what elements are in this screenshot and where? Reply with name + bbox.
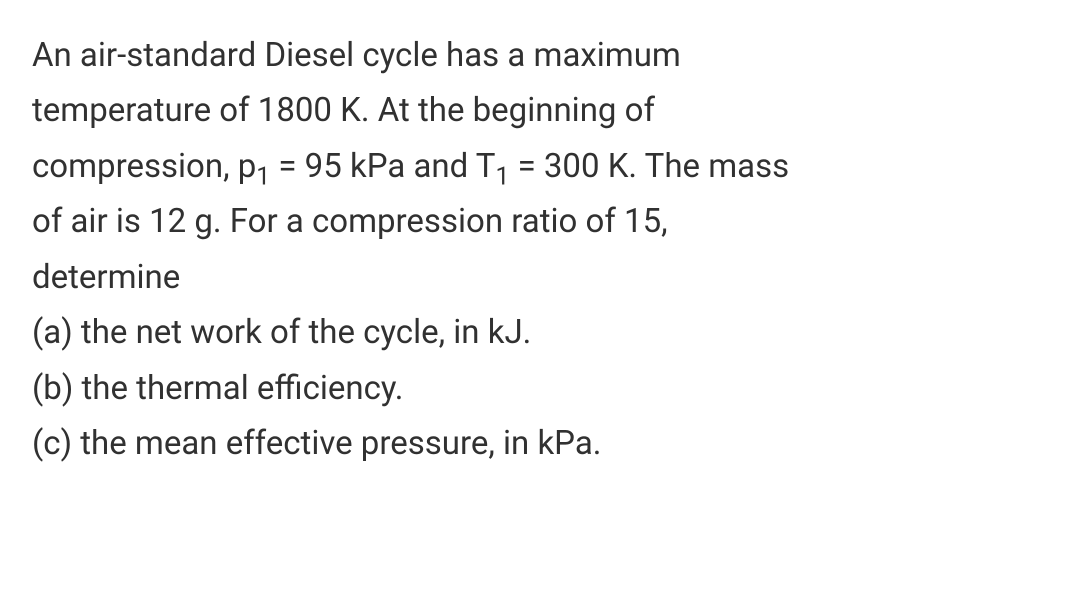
question-part-b: (b) the thermal efficiency. — [32, 361, 1048, 416]
line3-text-3: = 300 K. The mass — [509, 147, 789, 186]
problem-statement: An air-standard Diesel cycle has a maxim… — [32, 28, 1048, 472]
line3-text-2: = 95 kPa and T — [270, 147, 495, 186]
line3-text-1: compression, p — [32, 147, 256, 186]
subscript-t1: 1 — [495, 162, 509, 191]
text-line-3: compression, p1 = 95 kPa and T1 = 300 K.… — [32, 139, 1048, 194]
text-line-2: temperature of 1800 K. At the beginning … — [32, 83, 1048, 138]
text-line-5: determine — [32, 250, 1048, 305]
text-line-1: An air-standard Diesel cycle has a maxim… — [32, 28, 1048, 83]
question-part-c: (c) the mean effective pressure, in kPa. — [32, 416, 1048, 471]
subscript-p1: 1 — [256, 162, 270, 191]
text-line-4: of air is 12 g. For a compression ratio … — [32, 194, 1048, 249]
question-part-a: (a) the net work of the cycle, in kJ. — [32, 305, 1048, 360]
